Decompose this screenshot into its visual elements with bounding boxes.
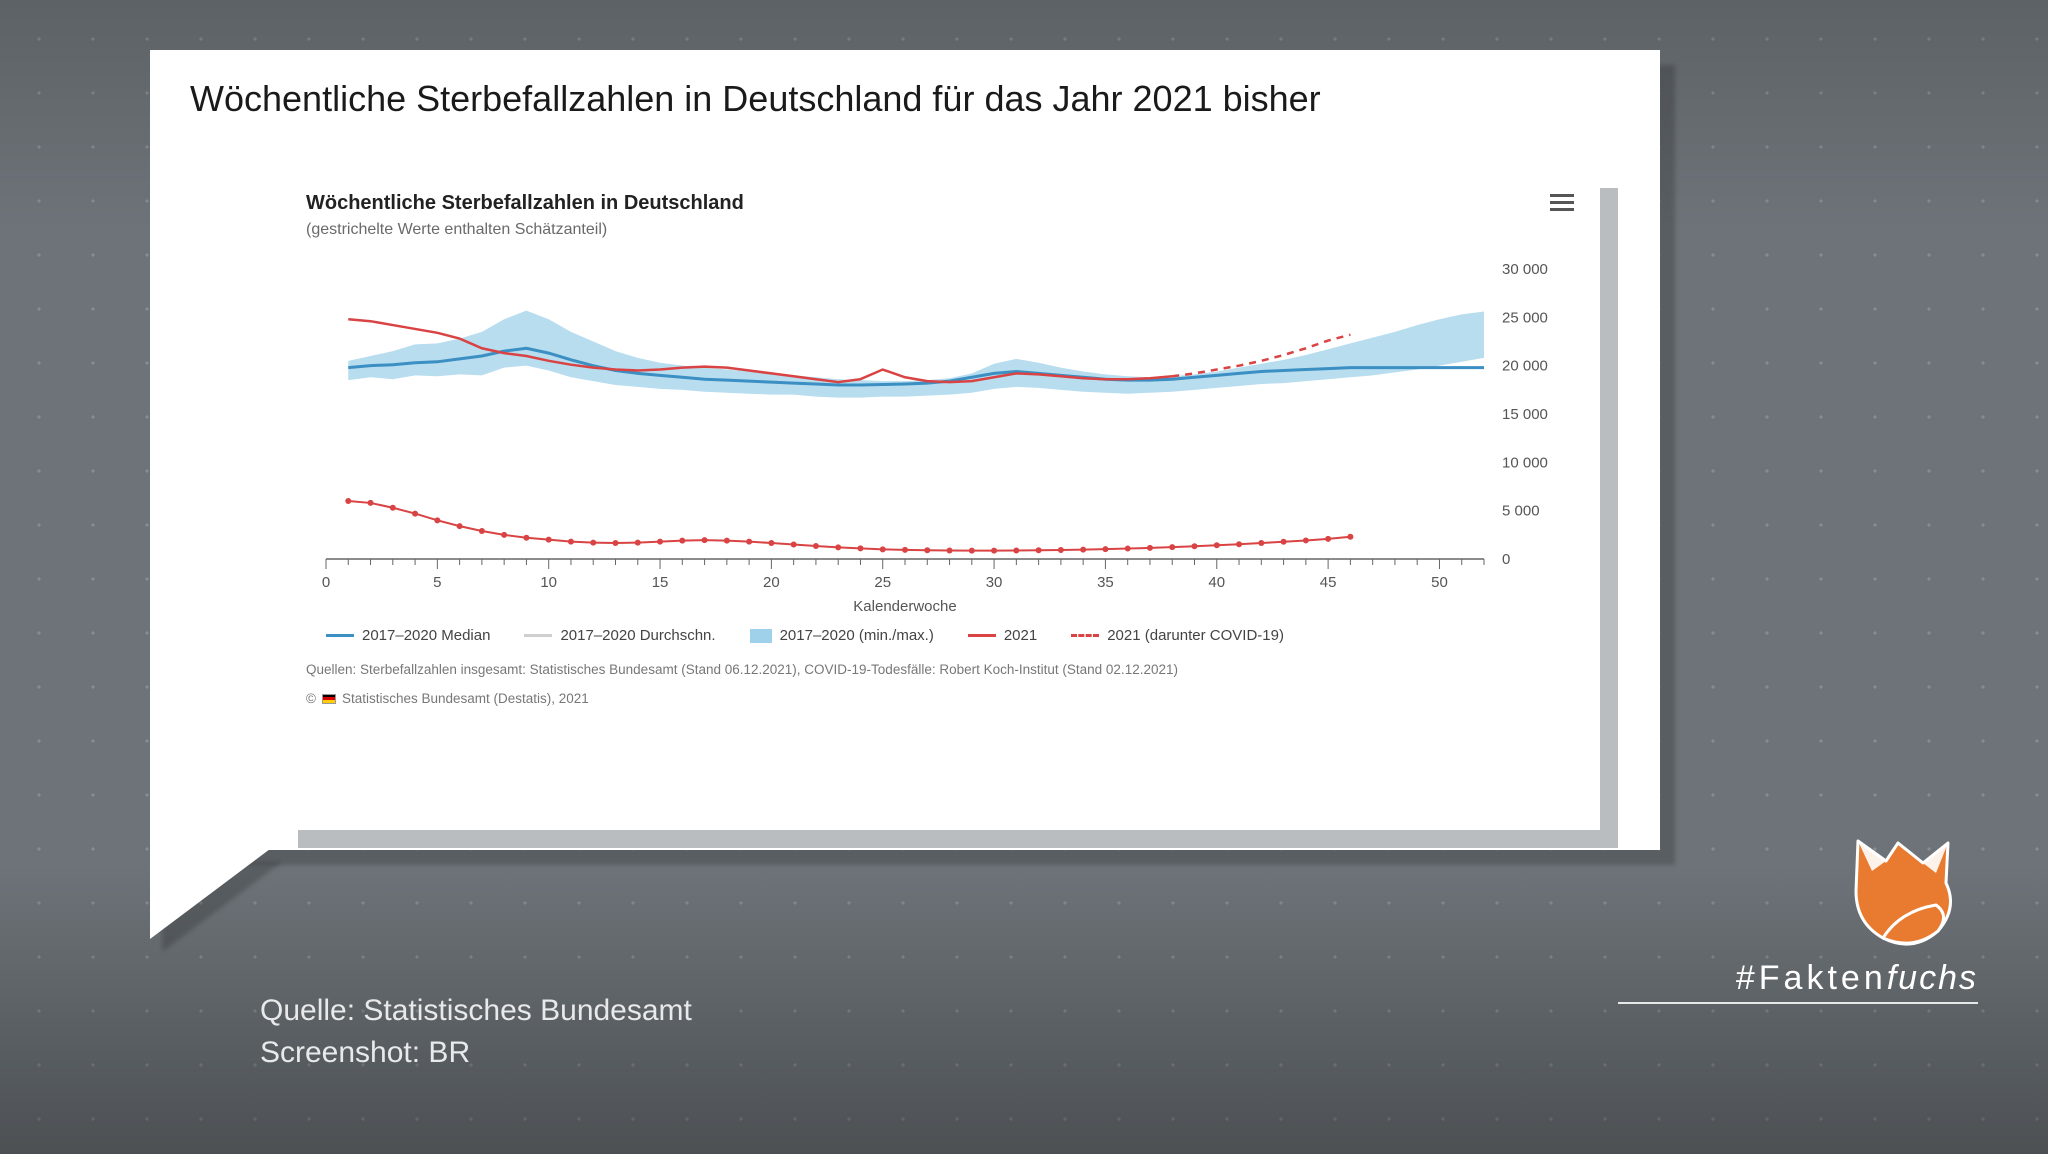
chart-legend: 2017–2020 Median 2017–2020 Durchschn. 20… [306, 627, 1574, 644]
legend-mean[interactable]: 2017–2020 Durchschn. [524, 627, 715, 644]
fox-icon [1828, 813, 1978, 953]
svg-text:15 000: 15 000 [1502, 406, 1548, 423]
svg-text:Kalenderwoche: Kalenderwoche [853, 598, 956, 615]
legend-label: 2017–2020 Durchschn. [560, 627, 715, 644]
svg-text:10 000: 10 000 [1502, 454, 1548, 471]
hamburger-icon[interactable] [1550, 194, 1574, 211]
footer-line-1: Quelle: Statistisches Bundesamt [260, 990, 692, 1032]
brand-block: #Faktenfuchs [1618, 813, 1978, 1004]
copyright-text: Statistisches Bundesamt (Destatis), 2021 [342, 691, 589, 706]
svg-text:50: 50 [1431, 574, 1448, 591]
chart-source: Quellen: Sterbefallzahlen insgesamt: Sta… [306, 662, 1574, 677]
legend-label: 2017–2020 Median [362, 627, 490, 644]
svg-text:40: 40 [1208, 574, 1225, 591]
legend-label: 2021 [1004, 627, 1037, 644]
svg-text:0: 0 [322, 574, 330, 591]
card-speech-tail [150, 849, 270, 939]
svg-text:5 000: 5 000 [1502, 503, 1540, 520]
legend-2021[interactable]: 2021 [968, 627, 1037, 644]
hashtag-plain: #Fakten [1736, 959, 1887, 997]
germany-flag-icon [322, 694, 336, 704]
chart-panel: Wöchentliche Sterbefallzahlen in Deutsch… [280, 170, 1600, 830]
svg-text:5: 5 [433, 574, 441, 591]
legend-label: 2017–2020 (min./max.) [780, 627, 934, 644]
svg-text:25: 25 [874, 574, 891, 591]
svg-text:0: 0 [1502, 551, 1510, 568]
svg-text:25 000: 25 000 [1502, 309, 1548, 326]
svg-text:10: 10 [540, 574, 557, 591]
chart-subtitle: (gestrichelte Werte enthalten Schätzante… [306, 221, 1574, 239]
chart-copyright: © Statistisches Bundesamt (Destatis), 20… [306, 691, 1574, 706]
footer-line-2: Screenshot: BR [260, 1032, 692, 1074]
svg-text:35: 35 [1097, 574, 1114, 591]
legend-2021-covid[interactable]: 2021 (darunter COVID-19) [1071, 627, 1284, 644]
card-title: Wöchentliche Sterbefallzahlen in Deutsch… [190, 78, 1321, 120]
svg-text:30 000: 30 000 [1502, 261, 1548, 278]
svg-text:30: 30 [986, 574, 1003, 591]
hashtag-italic: fuchs [1887, 959, 1978, 997]
copyright-symbol: © [306, 691, 316, 706]
legend-median[interactable]: 2017–2020 Median [326, 627, 490, 644]
legend-label: 2021 (darunter COVID-19) [1107, 627, 1284, 644]
brand-underline [1618, 1002, 1978, 1004]
svg-text:20 000: 20 000 [1502, 358, 1548, 375]
chart-title: Wöchentliche Sterbefallzahlen in Deutsch… [306, 192, 1574, 215]
svg-text:15: 15 [652, 574, 669, 591]
footer-credits: Quelle: Statistisches Bundesamt Screensh… [260, 990, 692, 1074]
chart-plot: 0 5 10 15 20 25 30 35 40 45 50 Kalenderwoche 0 5 000 1… [306, 259, 1574, 619]
legend-range[interactable]: 2017–2020 (min./max.) [750, 627, 934, 644]
info-card: Wöchentliche Sterbefallzahlen in Deutsch… [150, 50, 1660, 850]
svg-text:20: 20 [763, 574, 780, 591]
svg-text:45: 45 [1320, 574, 1337, 591]
brand-hashtag: #Faktenfuchs [1736, 959, 1978, 998]
